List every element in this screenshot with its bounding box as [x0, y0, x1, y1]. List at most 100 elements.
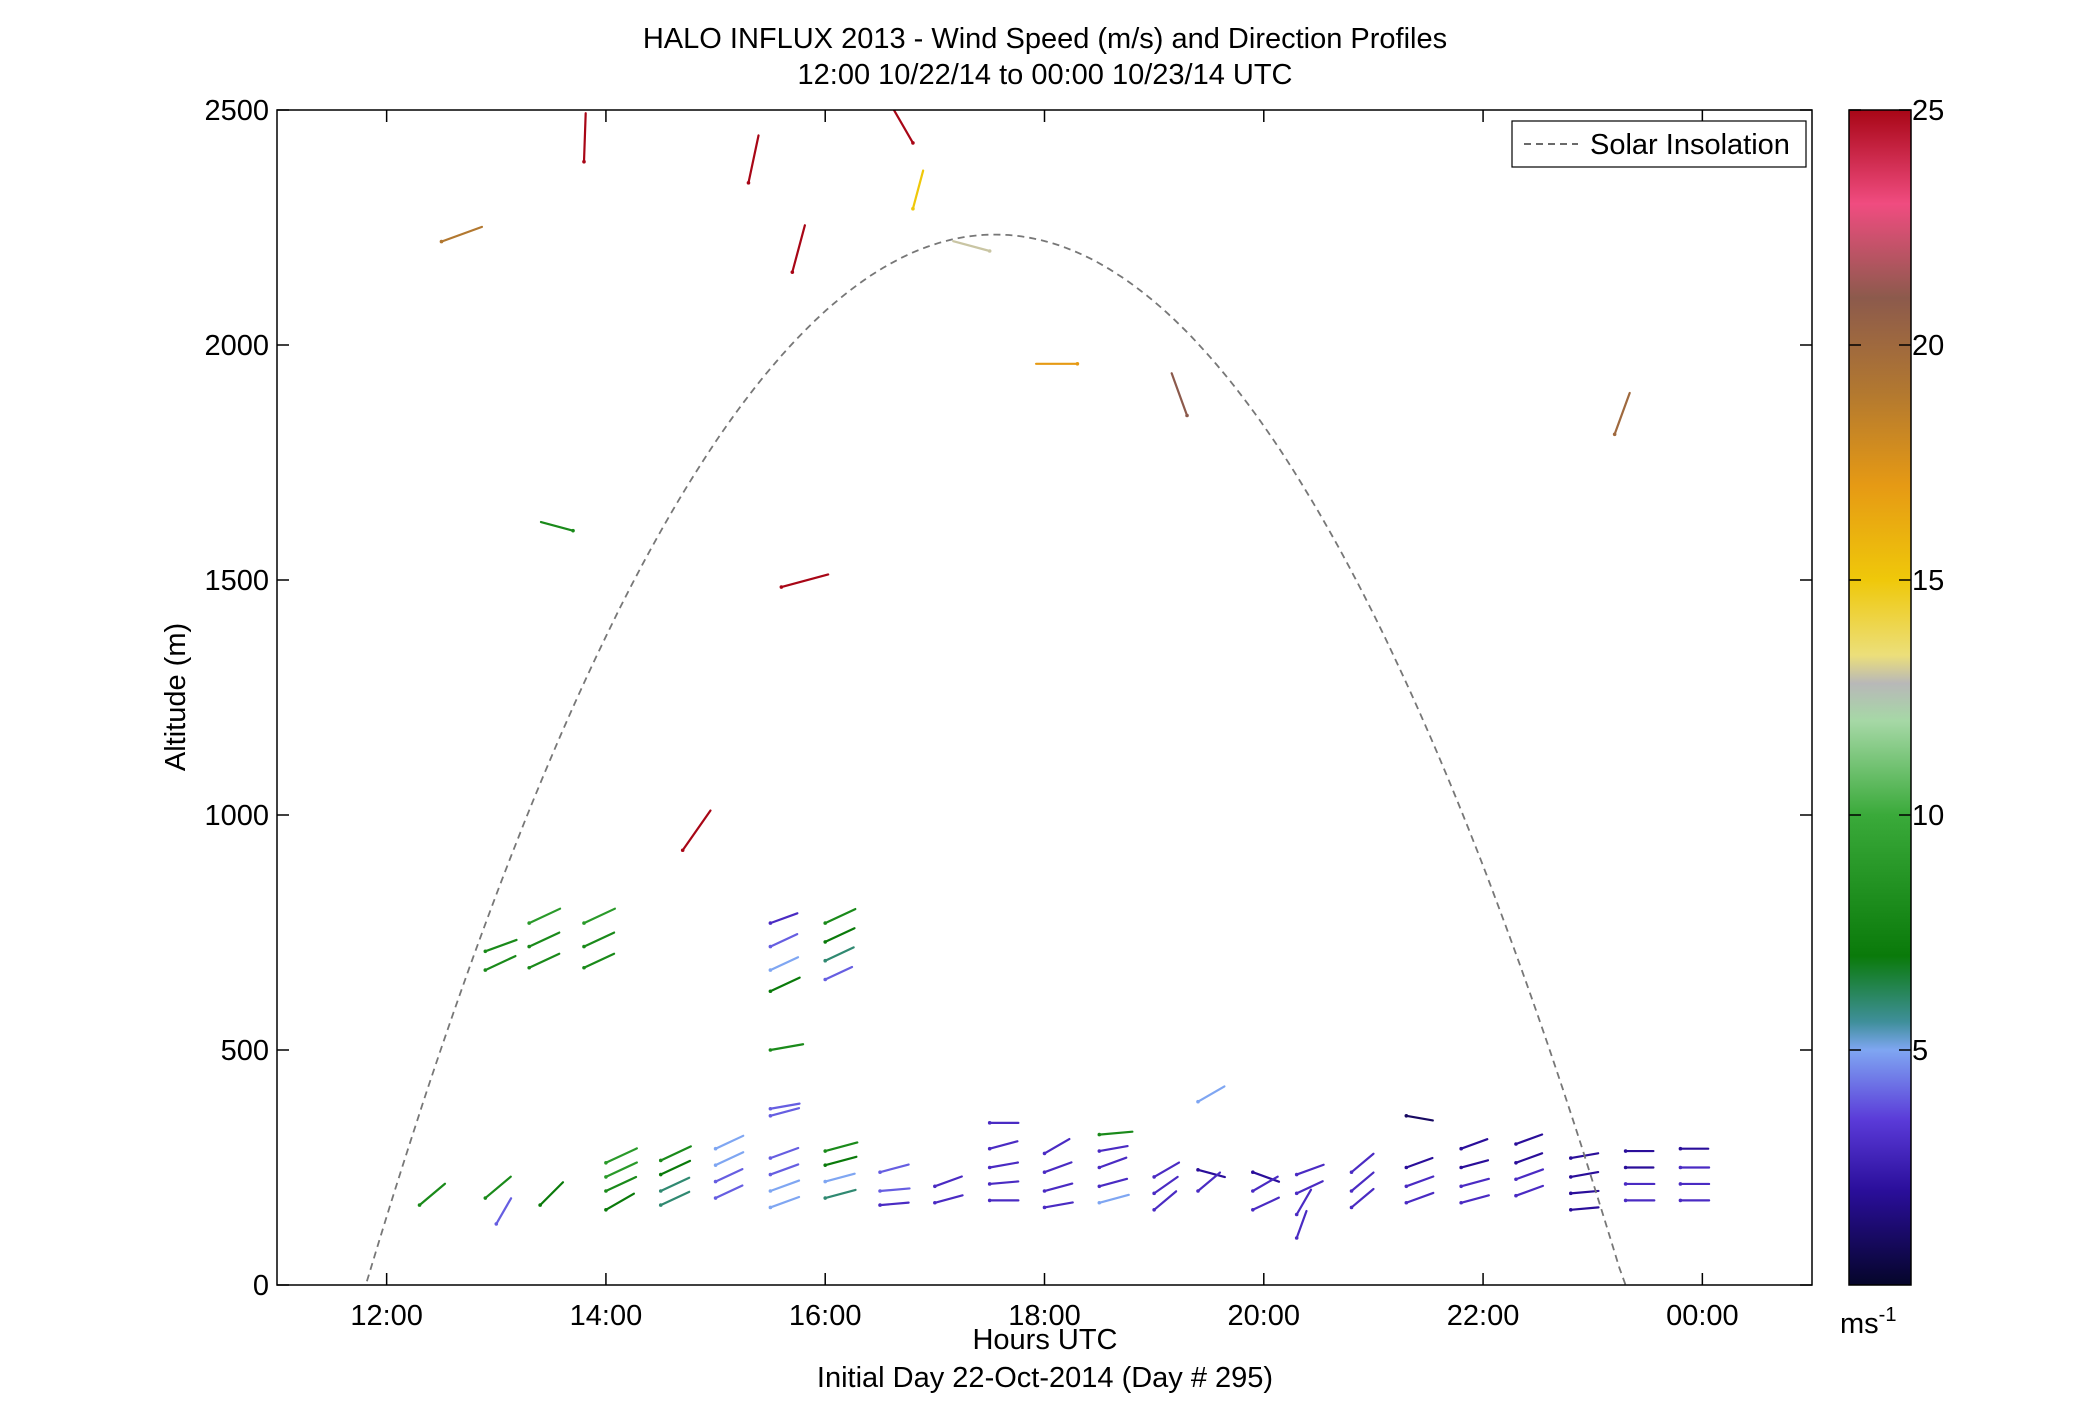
y-tick-label: 2000	[204, 330, 269, 362]
wind-barb-origin	[494, 1222, 499, 1226]
wind-barb	[1170, 372, 1189, 417]
wind-barb	[988, 1161, 1020, 1169]
wind-barb	[1514, 1133, 1544, 1146]
wind-barb	[780, 573, 830, 589]
y-axis: 0 500 1000 1500 2000 2500	[204, 95, 1812, 1302]
wind-barb	[878, 1163, 910, 1174]
wind-barb	[714, 1184, 744, 1200]
colorbar: 5 10 15 20 25 ms-1	[1840, 95, 1944, 1340]
wind-barb-origin	[933, 1200, 937, 1205]
wind-barb-origin	[1612, 432, 1617, 437]
wind-barb-origin	[1623, 1182, 1628, 1186]
wind-barb	[1514, 1168, 1545, 1181]
wind-barb-origin	[1251, 1170, 1255, 1174]
wind-barb	[988, 1180, 1020, 1186]
wind-barb	[528, 952, 561, 969]
wind-barb-origin	[768, 1156, 773, 1160]
wind-barb-origin	[779, 585, 784, 589]
colorbar-tick-label: 25	[1912, 95, 1944, 127]
wind-barb-origin	[527, 965, 531, 970]
wind-barb-origin	[823, 958, 828, 963]
wind-barb	[952, 240, 991, 253]
wind-barb	[1043, 1161, 1073, 1174]
colorbar-gradient	[1849, 110, 1911, 1285]
x-tick-label: 14:00	[570, 1300, 643, 1332]
wind-barb-origin	[538, 1203, 542, 1207]
wind-barb-origin	[746, 181, 751, 185]
wind-barb	[582, 952, 616, 969]
wind-barb	[769, 1146, 800, 1160]
wind-barb	[769, 1102, 801, 1110]
x-tick-label: 18:00	[1008, 1300, 1081, 1332]
wind-barb-origin	[1185, 413, 1189, 418]
wind-barb-origin	[1294, 1212, 1299, 1217]
wind-barb-origin	[1196, 1099, 1200, 1104]
wind-barb-origin	[987, 1146, 992, 1151]
wind-barb-origin	[1568, 1156, 1573, 1160]
y-tick-label: 1000	[204, 800, 269, 832]
wind-barb	[1295, 1163, 1325, 1176]
wind-barbs	[417, 110, 1711, 1240]
chart-title: HALO INFLUX 2013 - Wind Speed (m/s) and …	[643, 23, 1447, 55]
wind-barb	[539, 520, 575, 532]
wind-barb-origin	[1152, 1175, 1156, 1179]
wind-barb	[988, 1140, 1019, 1150]
wind-barb	[714, 1167, 744, 1183]
wind-barb-origin	[1404, 1200, 1409, 1205]
x-axis-label: Hours UTC	[972, 1324, 1117, 1356]
wind-barb-origin	[582, 944, 586, 949]
wind-barb	[892, 110, 915, 144]
wind-barb-origin	[1152, 1191, 1156, 1196]
wind-barb-origin	[713, 1146, 718, 1151]
wind-barb	[1569, 1206, 1600, 1211]
wind-barb-origin	[1042, 1151, 1047, 1156]
wind-barb	[582, 931, 616, 948]
wind-barb-origin	[1196, 1189, 1200, 1193]
wind-barb	[769, 1043, 805, 1052]
wind-barb	[1460, 1159, 1490, 1169]
wind-barb-origin	[1678, 1198, 1683, 1203]
wind-barb	[769, 1195, 801, 1209]
y-axis-label: Altitude (m)	[160, 623, 192, 771]
wind-barb	[714, 1151, 745, 1167]
x-axis: 12:00 14:00 16:00 18:00 20:00 22:00 00:00	[350, 110, 1739, 1332]
wind-barb-origin	[768, 1106, 773, 1111]
wind-barb-origin	[1097, 1165, 1102, 1170]
wind-barb	[1569, 1189, 1600, 1195]
wind-barb-origin	[483, 949, 488, 954]
wind-barb	[714, 1134, 745, 1150]
wind-barb-origin	[527, 944, 531, 949]
wind-barb	[824, 927, 856, 944]
wind-barb-origin	[768, 921, 773, 925]
wind-barb-origin	[1251, 1208, 1255, 1212]
wind-barb	[659, 1176, 691, 1193]
wind-barb-origin	[823, 1196, 828, 1200]
wind-barb-origin	[1349, 1205, 1354, 1210]
wind-barb-origin	[417, 1203, 422, 1207]
wind-barb-origin	[987, 1198, 992, 1203]
wind-barb	[878, 1187, 911, 1193]
wind-barb	[824, 946, 855, 962]
wind-barb	[911, 169, 925, 210]
legend: Solar Insolation	[1511, 120, 1807, 168]
wind-barb-origin	[768, 1189, 773, 1193]
wind-barb-origin	[604, 1208, 608, 1212]
wind-barb	[747, 134, 760, 184]
wind-barb-origin	[1097, 1149, 1102, 1153]
wind-barb	[1405, 1156, 1434, 1169]
wind-barb	[1153, 1161, 1181, 1179]
wind-barb	[1350, 1152, 1375, 1174]
wind-barb-origin	[1075, 362, 1080, 366]
colorbar-ticks: 5 10 15 20 25	[1849, 95, 1944, 1067]
wind-barb	[1460, 1194, 1490, 1204]
wind-barb	[1196, 1168, 1226, 1179]
wind-barb-origin	[713, 1163, 718, 1167]
colorbar-tick-label: 5	[1912, 1035, 1928, 1067]
wind-barb	[933, 1175, 963, 1188]
x-axis-label-secondary: Initial Day 22-Oct-2014 (Day # 295)	[817, 1362, 1273, 1394]
wind-barb-origin	[987, 249, 992, 253]
wind-barb	[1043, 1137, 1071, 1155]
wind-barb	[1460, 1138, 1489, 1150]
y-tick-label: 2500	[204, 95, 269, 127]
